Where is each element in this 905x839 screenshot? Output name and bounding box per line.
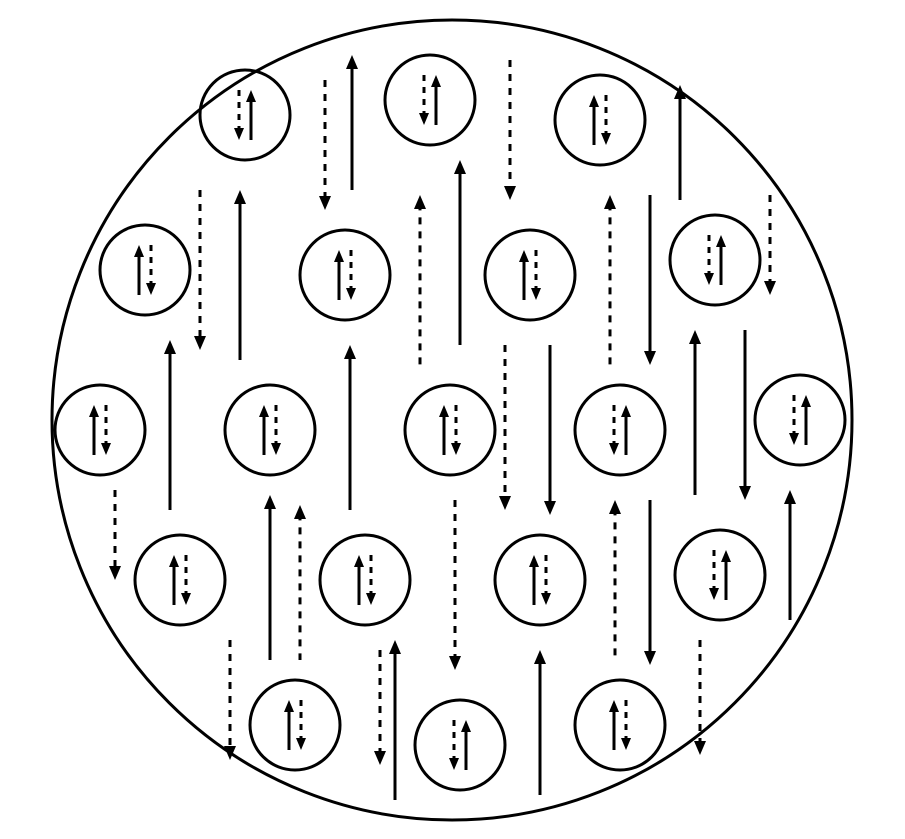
arrow-head: [146, 283, 156, 295]
arrow-head: [109, 566, 121, 580]
arrow-head: [541, 593, 551, 605]
arrow-head: [89, 405, 99, 417]
node-circle: [225, 385, 315, 475]
arrow-head: [181, 593, 191, 605]
arrow-head: [414, 195, 426, 209]
node-circle: [405, 385, 495, 475]
arrow-head: [764, 281, 776, 295]
arrow-head: [519, 250, 529, 262]
node-circle: [575, 680, 665, 770]
arrow-head: [234, 190, 246, 204]
arrow-head: [344, 345, 356, 359]
node-circle: [135, 535, 225, 625]
arrow-head: [194, 336, 206, 350]
arrow-head: [319, 196, 331, 210]
arrow-head: [544, 501, 556, 515]
node-circle: [675, 530, 765, 620]
arrow-head: [621, 738, 631, 750]
arrow-head: [284, 700, 294, 712]
arrow-head: [346, 288, 356, 300]
arrow-head: [224, 746, 236, 760]
arrow-head: [454, 160, 466, 174]
arrow-head: [716, 235, 726, 247]
node-circle: [200, 70, 290, 160]
node-circle: [300, 230, 390, 320]
arrow-head: [529, 555, 539, 567]
arrow-head: [374, 751, 386, 765]
arrow-head: [101, 443, 111, 455]
node-circle: [495, 535, 585, 625]
arrow-head: [169, 555, 179, 567]
arrow-head: [264, 495, 276, 509]
arrow-head: [604, 195, 616, 209]
node-circle: [575, 385, 665, 475]
node-circle: [250, 680, 340, 770]
arrow-head: [431, 75, 441, 87]
arrow-head: [461, 720, 471, 732]
arrow-head: [504, 186, 516, 200]
node-circle: [670, 215, 760, 305]
arrow-head: [609, 443, 619, 455]
arrow-head: [609, 500, 621, 514]
node-circle: [415, 700, 505, 790]
node-circle: [485, 230, 575, 320]
arrow-head: [499, 496, 511, 510]
arrow-head: [439, 405, 449, 417]
arrow-head: [801, 395, 811, 407]
arrow-head: [621, 405, 631, 417]
arrow-head: [784, 490, 796, 504]
arrow-head: [296, 738, 306, 750]
arrow-head: [234, 128, 244, 140]
arrow-head: [739, 486, 751, 500]
arrow-head: [164, 340, 176, 354]
arrow-head: [449, 656, 461, 670]
arrow-head: [259, 405, 269, 417]
arrow-head: [609, 700, 619, 712]
arrow-head: [294, 505, 306, 519]
arrow-head: [334, 250, 344, 262]
arrow-head: [246, 90, 256, 102]
arrow-head: [354, 555, 364, 567]
arrow-head: [134, 245, 144, 257]
arrow-head: [694, 741, 706, 755]
arrow-head: [366, 593, 376, 605]
node-circle: [55, 385, 145, 475]
arrow-head: [644, 651, 656, 665]
arrow-head: [389, 640, 401, 654]
node-circle: [320, 535, 410, 625]
node-circle: [755, 375, 845, 465]
arrow-head: [704, 273, 714, 285]
arrow-head: [709, 588, 719, 600]
arrow-head: [689, 330, 701, 344]
arrow-head: [721, 550, 731, 562]
arrow-head: [449, 758, 459, 770]
arrow-head: [601, 133, 611, 145]
arrow-head: [419, 113, 429, 125]
arrow-head: [589, 95, 599, 107]
node-circle: [100, 225, 190, 315]
diagram-canvas: [0, 0, 905, 839]
arrow-head: [644, 351, 656, 365]
node-circle: [385, 55, 475, 145]
arrow-head: [789, 433, 799, 445]
arrow-head: [534, 650, 546, 664]
node-circle: [555, 75, 645, 165]
arrow-head: [271, 443, 281, 455]
arrow-head: [531, 288, 541, 300]
arrow-head: [451, 443, 461, 455]
arrow-head: [346, 55, 358, 69]
